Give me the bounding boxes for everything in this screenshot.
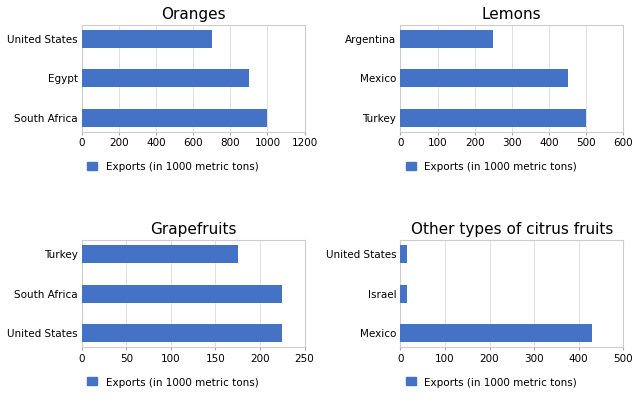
- Bar: [82, 285, 282, 303]
- Title: Grapefruits: Grapefruits: [150, 222, 236, 237]
- Bar: [82, 31, 212, 48]
- Bar: [401, 245, 407, 263]
- Title: Oranges: Oranges: [161, 7, 225, 22]
- Title: Lemons: Lemons: [482, 7, 541, 22]
- Bar: [401, 110, 586, 128]
- Title: Other types of citrus fruits: Other types of citrus fruits: [411, 222, 613, 237]
- Bar: [401, 70, 568, 88]
- Bar: [401, 285, 407, 303]
- Legend: Exports (in 1000 metric tons): Exports (in 1000 metric tons): [406, 377, 577, 387]
- Bar: [82, 110, 268, 128]
- Bar: [82, 245, 237, 263]
- Bar: [82, 70, 249, 88]
- Legend: Exports (in 1000 metric tons): Exports (in 1000 metric tons): [87, 162, 259, 172]
- Bar: [82, 324, 282, 342]
- Legend: Exports (in 1000 metric tons): Exports (in 1000 metric tons): [87, 377, 259, 387]
- Bar: [401, 31, 493, 48]
- Legend: Exports (in 1000 metric tons): Exports (in 1000 metric tons): [406, 162, 577, 172]
- Bar: [401, 324, 592, 342]
